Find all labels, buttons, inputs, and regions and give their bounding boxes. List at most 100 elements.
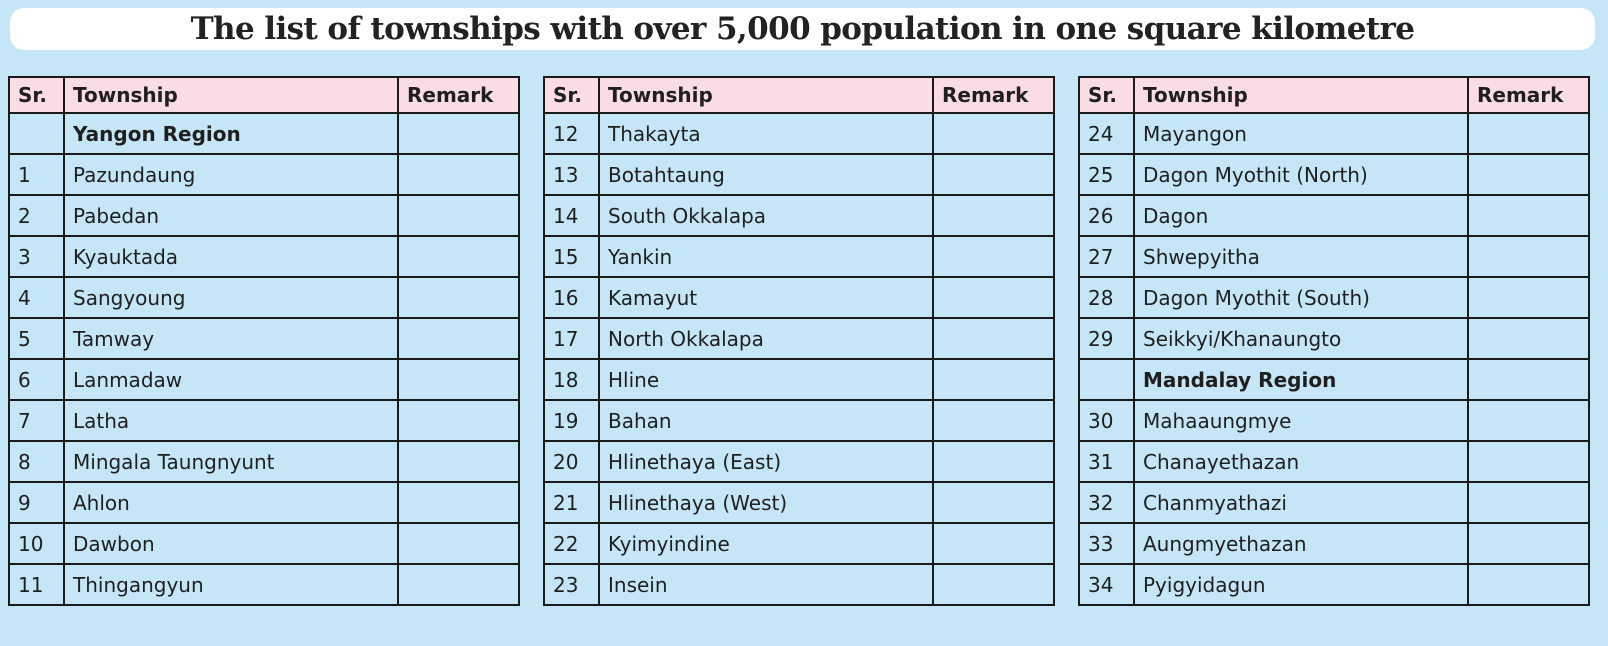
cell-township: Insein [598,563,934,606]
cell-township: Latha [63,399,399,442]
cell-township: Dagon Myothit (North) [1133,153,1469,196]
cell-remark [397,317,520,360]
table-header-row: Sr. Township Remark [1078,76,1590,114]
cell-township: Tamway [63,317,399,360]
table-row: 14 South Okkalapa [543,194,1055,237]
header-township: Township [598,76,934,114]
cell-township: Lanmadaw [63,358,399,401]
cell-sr: 31 [1078,440,1135,483]
header-sr: Sr. [8,76,65,114]
table-row: 15 Yankin [543,235,1055,278]
cell-township: Mayangon [1133,112,1469,155]
cell-sr: 23 [543,563,600,606]
township-table-2: Sr. Township Remark 12 Thakayta 13 Botahtau… [543,76,1055,606]
cell-township: Bahan [598,399,934,442]
cell-sr: 9 [8,481,65,524]
cell-remark [397,194,520,237]
cell-sr: 2 [8,194,65,237]
cell-remark [932,358,1055,401]
cell-remark [932,481,1055,524]
cell-remark [397,399,520,442]
cell-sr: 10 [8,522,65,565]
page-title: The list of townships with over 5,000 po… [190,11,1415,47]
region-heading: Yangon Region [63,112,399,155]
cell-sr [8,112,65,155]
cell-sr: 16 [543,276,600,319]
table-row: 24 Mayangon [1078,112,1590,155]
cell-sr: 22 [543,522,600,565]
cell-sr: 3 [8,235,65,278]
table-row: 30 Mahaaungmye [1078,399,1590,442]
cell-sr: 24 [1078,112,1135,155]
cell-remark [1467,276,1590,319]
table-panel-3: Sr. Township Remark 24 Mayangon 25 Dagon My… [1078,76,1590,606]
cell-township: Pabedan [63,194,399,237]
cell-sr: 8 [8,440,65,483]
cell-township: Dagon Myothit (South) [1133,276,1469,319]
table-row: 13 Botahtaung [543,153,1055,196]
cell-sr [1078,358,1135,401]
cell-township: Chanayethazan [1133,440,1469,483]
table-row: 19 Bahan [543,399,1055,442]
table-row: 20 Hlinethaya (East) [543,440,1055,483]
cell-sr: 17 [543,317,600,360]
cell-remark [1467,522,1590,565]
township-table-1: Sr. Township Remark Yangon Region 1 Pazund… [8,76,520,606]
cell-remark [397,481,520,524]
table-row: 18 Hline [543,358,1055,401]
header-sr: Sr. [1078,76,1135,114]
township-table-3: Sr. Township Remark 24 Mayangon 25 Dagon My… [1078,76,1590,606]
table-row: 12 Thakayta [543,112,1055,155]
cell-remark [397,440,520,483]
cell-township: Dawbon [63,522,399,565]
table-row: 34 Pyigyidagun [1078,563,1590,606]
cell-sr: 21 [543,481,600,524]
table-row: 7 Latha [8,399,520,442]
table-row: 33 Aungmyethazan [1078,522,1590,565]
cell-sr: 15 [543,235,600,278]
cell-township: Seikkyi/Khanaungto [1133,317,1469,360]
title-banner: The list of townships with over 5,000 po… [10,8,1595,50]
table-row: 25 Dagon Myothit (North) [1078,153,1590,196]
table-row: 4 Sangyoung [8,276,520,319]
table-row: 2 Pabedan [8,194,520,237]
cell-township: Hline [598,358,934,401]
cell-sr: 27 [1078,235,1135,278]
cell-township: North Okkalapa [598,317,934,360]
cell-remark [397,358,520,401]
table-row: 31 Chanayethazan [1078,440,1590,483]
cell-remark [932,317,1055,360]
cell-township: Kamayut [598,276,934,319]
cell-sr: 13 [543,153,600,196]
cell-sr: 4 [8,276,65,319]
cell-sr: 18 [543,358,600,401]
cell-sr: 30 [1078,399,1135,442]
table-row: 23 Insein [543,563,1055,606]
header-remark: Remark [932,76,1055,114]
table-row: 17 North Okkalapa [543,317,1055,360]
cell-remark [1467,358,1590,401]
cell-township: Kyauktada [63,235,399,278]
header-township: Township [1133,76,1469,114]
cell-remark [932,112,1055,155]
cell-remark [1467,194,1590,237]
table-row: 29 Seikkyi/Khanaungto [1078,317,1590,360]
table-panel-2: Sr. Township Remark 12 Thakayta 13 Botahtau… [543,76,1055,606]
cell-remark [397,563,520,606]
cell-remark [397,112,520,155]
cell-township: Aungmyethazan [1133,522,1469,565]
table-row: 10 Dawbon [8,522,520,565]
header-remark: Remark [397,76,520,114]
cell-township: Yankin [598,235,934,278]
cell-sr: 33 [1078,522,1135,565]
cell-township: Thakayta [598,112,934,155]
cell-remark [932,194,1055,237]
cell-township: Ahlon [63,481,399,524]
cell-remark [1467,112,1590,155]
cell-remark [932,563,1055,606]
table-row: 3 Kyauktada [8,235,520,278]
cell-remark [1467,440,1590,483]
cell-sr: 19 [543,399,600,442]
cell-sr: 5 [8,317,65,360]
cell-township: Mingala Taungnyunt [63,440,399,483]
